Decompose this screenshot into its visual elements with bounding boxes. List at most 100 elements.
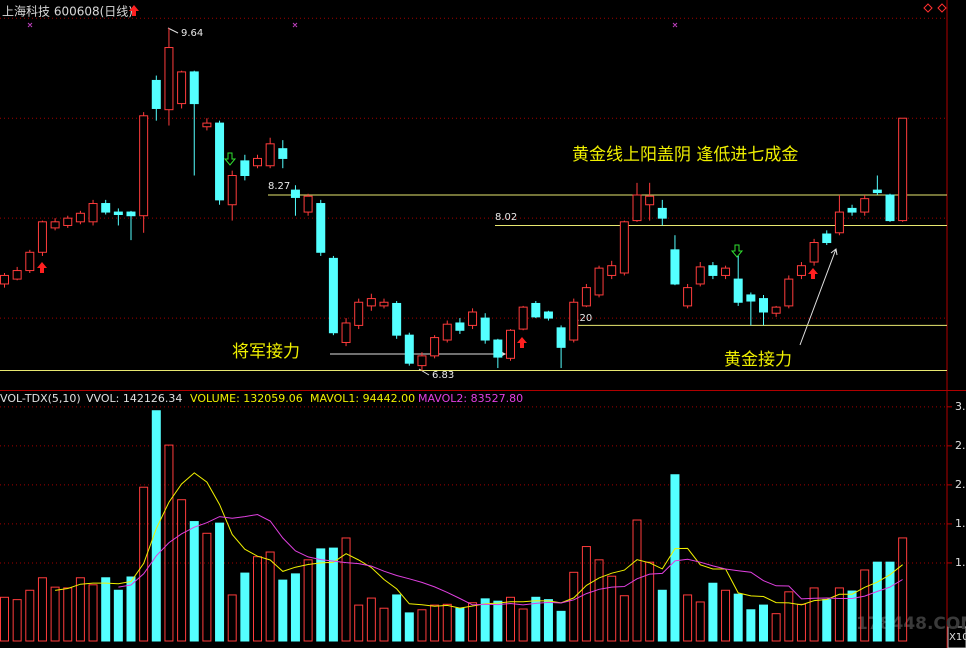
candle-body xyxy=(898,117,908,222)
candle-body xyxy=(493,339,503,358)
candle-body xyxy=(202,122,212,128)
candle-body xyxy=(632,194,642,222)
volume-bar xyxy=(468,602,478,642)
candle-body xyxy=(695,266,705,285)
volume-bar xyxy=(708,582,718,642)
volume-bar xyxy=(809,587,819,642)
volume-bar xyxy=(126,576,136,642)
candle-body xyxy=(607,265,617,276)
volume-bar xyxy=(518,608,528,642)
volume-bar xyxy=(88,584,98,642)
candle-body xyxy=(809,242,819,263)
volume-bar xyxy=(37,577,47,642)
candle-body xyxy=(657,207,667,219)
volume-bar xyxy=(885,561,895,642)
volume-bar xyxy=(493,600,503,642)
candle-body xyxy=(290,189,300,198)
candle-body xyxy=(784,278,794,307)
candle-body xyxy=(366,298,376,307)
volume-bar xyxy=(442,603,452,642)
window-icons xyxy=(923,3,947,13)
volume-bar xyxy=(379,607,389,642)
candle-body xyxy=(50,221,60,229)
volume-bar xyxy=(872,561,882,642)
volume-bar xyxy=(202,532,212,642)
volume-bar xyxy=(139,486,149,642)
candle-body xyxy=(177,71,187,105)
y-tick-label: 1.00 xyxy=(955,556,966,569)
candle-body xyxy=(834,211,844,234)
volume-bar xyxy=(417,609,427,642)
volume-bar xyxy=(581,546,591,642)
candle-body xyxy=(480,317,490,341)
volume-bar xyxy=(177,499,187,642)
y-tick-label: 2.50 xyxy=(955,439,966,452)
candle-body xyxy=(354,301,364,326)
candle-body xyxy=(341,322,351,343)
candle-body xyxy=(75,212,85,223)
volume-bar xyxy=(341,537,351,642)
candle-body xyxy=(379,301,389,307)
candle-body xyxy=(25,251,35,272)
high-label: 9.64 xyxy=(181,28,203,39)
volume-bar xyxy=(822,599,832,642)
volume-bar xyxy=(569,571,579,642)
candle-body xyxy=(316,203,326,253)
volume-bar xyxy=(113,589,123,642)
candle-body xyxy=(0,274,9,285)
volume-bar xyxy=(328,547,338,642)
candle-body xyxy=(885,194,895,222)
candle-body xyxy=(531,302,541,318)
volume-bar xyxy=(847,590,857,642)
candle-body xyxy=(392,302,402,336)
legend-entry: VOLUME: 132059.06 xyxy=(190,392,303,405)
volume-bar xyxy=(303,559,313,642)
candle-body xyxy=(189,71,199,105)
candle-body xyxy=(126,211,136,217)
volume-bar xyxy=(898,537,908,642)
candle-body xyxy=(139,115,149,217)
volume-bar xyxy=(404,612,414,642)
volume-bar xyxy=(607,575,617,642)
volume-bar xyxy=(619,595,629,642)
volume-bar xyxy=(543,599,553,642)
candle-body xyxy=(113,211,123,215)
candle-body xyxy=(430,337,440,357)
candle-body xyxy=(303,195,313,213)
candle-body xyxy=(733,278,743,303)
candle-body xyxy=(645,195,655,206)
volume-bar xyxy=(683,594,693,642)
volume-bar xyxy=(721,589,731,642)
volume-bar xyxy=(240,572,250,642)
chart-title: 上海科技 600608(日线) xyxy=(2,4,133,19)
candle-body xyxy=(265,143,275,167)
volume-bar xyxy=(101,577,111,642)
volume-bar xyxy=(25,589,35,642)
y-tick-label: 1.50 xyxy=(955,517,966,530)
volume-bar xyxy=(556,610,566,642)
annotation: 将军接力 xyxy=(232,342,300,362)
candle-body xyxy=(455,322,465,331)
candle-body xyxy=(227,175,237,206)
readout: VVOL: 142126.34 xyxy=(86,392,182,405)
volume-bar xyxy=(290,573,300,642)
volume-bar xyxy=(746,609,756,642)
volume-bar xyxy=(354,604,364,642)
candle-body xyxy=(708,265,718,276)
watermark: 178448.COM xyxy=(856,614,966,634)
volume-bar xyxy=(632,519,642,642)
candle-body xyxy=(569,301,579,341)
volume-bar xyxy=(430,604,440,642)
volume-bar xyxy=(392,594,402,642)
candle-body xyxy=(37,221,47,253)
annotation: 黄金线上阳盖阴 逢低进七成金 xyxy=(572,145,798,165)
y-tick-label: 3.00 xyxy=(955,400,966,413)
candle-body xyxy=(670,249,680,285)
volume-bar xyxy=(278,579,288,642)
candle-body xyxy=(683,287,693,307)
volume-bar xyxy=(860,569,870,642)
candle-body xyxy=(63,217,73,226)
candle-body xyxy=(721,267,731,276)
candle-body xyxy=(581,287,591,307)
